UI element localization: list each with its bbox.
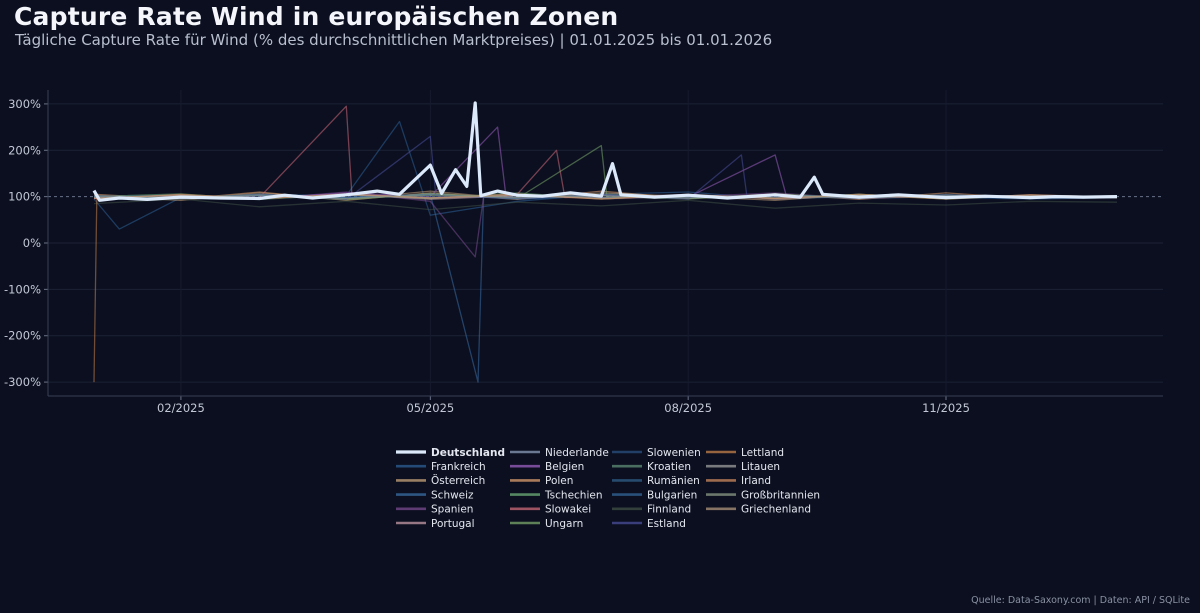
legend-label: Großbritannien [741, 489, 820, 501]
legend-item-slowakei: Slowakei [510, 504, 591, 516]
legend-label: Estland [647, 518, 686, 530]
legend-label: Rumänien [647, 475, 700, 487]
legend-label: Belgien [545, 461, 584, 473]
legend-label: Slowenien [647, 447, 701, 459]
legend-label: Österreich [431, 474, 485, 487]
legend-label: Kroatien [647, 461, 691, 473]
y-tick-label: 100% [8, 190, 41, 204]
legend-label: Niederlande [545, 447, 609, 459]
y-tick-label: -100% [4, 282, 41, 296]
legend-item-deutschland: Deutschland [396, 447, 505, 459]
series-line-lettland [93, 193, 1118, 383]
legend-item-österreich: Österreich [396, 474, 485, 487]
legend-item-rumänien: Rumänien [612, 475, 700, 487]
legend-item-slowenien: Slowenien [612, 447, 701, 459]
x-tick-label: 11/2025 [922, 401, 970, 415]
legend-item-bulgarien: Bulgarien [612, 489, 697, 501]
legend-item-lettland: Lettland [706, 447, 784, 459]
legend-label: Finnland [647, 504, 691, 516]
source-note: Quelle: Data-Saxony.com | Daten: API / S… [971, 595, 1190, 606]
x-tick-label: 02/2025 [157, 401, 205, 415]
legend-item-finnland: Finnland [612, 504, 691, 516]
legend-label: Spanien [431, 504, 473, 516]
axes: 300% 200% 100% 0% -100% -200% -300% 02/2025 05/2… [4, 90, 1163, 415]
legend-label: Bulgarien [647, 489, 697, 501]
y-tick-label: -200% [4, 329, 41, 343]
series-line-frankreich [93, 120, 1118, 230]
legend-item-niederlande: Niederlande [510, 447, 609, 459]
legend-item-irland: Irland [706, 475, 771, 487]
legend-label: Litauen [741, 461, 780, 473]
legend-item-ungarn: Ungarn [510, 518, 583, 530]
legend-label: Ungarn [545, 518, 583, 530]
x-tick-label: 05/2025 [406, 401, 454, 415]
series-line-finnland [93, 198, 1118, 211]
series-line-estland [93, 135, 1118, 201]
legend-label: Deutschland [431, 447, 505, 459]
legend-item-schweiz: Schweiz [396, 489, 474, 501]
series-lines [92, 101, 1118, 383]
y-tick-label: 300% [8, 97, 41, 111]
legend-label: Slowakei [545, 504, 591, 516]
chart-subtitle: Tägliche Capture Rate für Wind (% des du… [15, 31, 773, 49]
gridlines [48, 90, 1163, 396]
legend-label: Tschechien [544, 489, 603, 501]
series-line-deutschland [92, 101, 1118, 202]
legend-item-estland: Estland [612, 518, 686, 530]
series-line-schweiz [93, 193, 1118, 383]
legend-label: Portugal [431, 518, 475, 530]
legend-label: Schweiz [431, 489, 474, 501]
series-line-spanien [93, 191, 1118, 258]
legend-label: Polen [545, 475, 573, 487]
legend-item-griechenland: Griechenland [706, 504, 811, 516]
y-tick-label: 0% [23, 236, 41, 250]
legend-label: Griechenland [741, 504, 811, 516]
legend-label: Lettland [741, 447, 784, 459]
chart-title: Capture Rate Wind in europäischen Zonen [14, 2, 619, 31]
legend-item-frankreich: Frankreich [396, 461, 486, 473]
legend-item-belgien: Belgien [510, 461, 584, 473]
legend-item-polen: Polen [510, 475, 573, 487]
legend-label: Irland [741, 475, 771, 487]
y-tick-label: 200% [8, 143, 41, 157]
legend-item-kroatien: Kroatien [612, 461, 691, 473]
legend-label: Frankreich [431, 461, 486, 473]
x-tick-label: 08/2025 [664, 401, 712, 415]
series-line-polen [93, 190, 1118, 201]
legend-item-spanien: Spanien [396, 504, 473, 516]
legend-item-portugal: Portugal [396, 518, 475, 530]
y-tick-label: -300% [4, 375, 41, 389]
legend-item-litauen: Litauen [706, 461, 780, 473]
legend-item-tschechien: Tschechien [510, 489, 603, 501]
legend-item-großbritannien: Großbritannien [706, 489, 820, 501]
